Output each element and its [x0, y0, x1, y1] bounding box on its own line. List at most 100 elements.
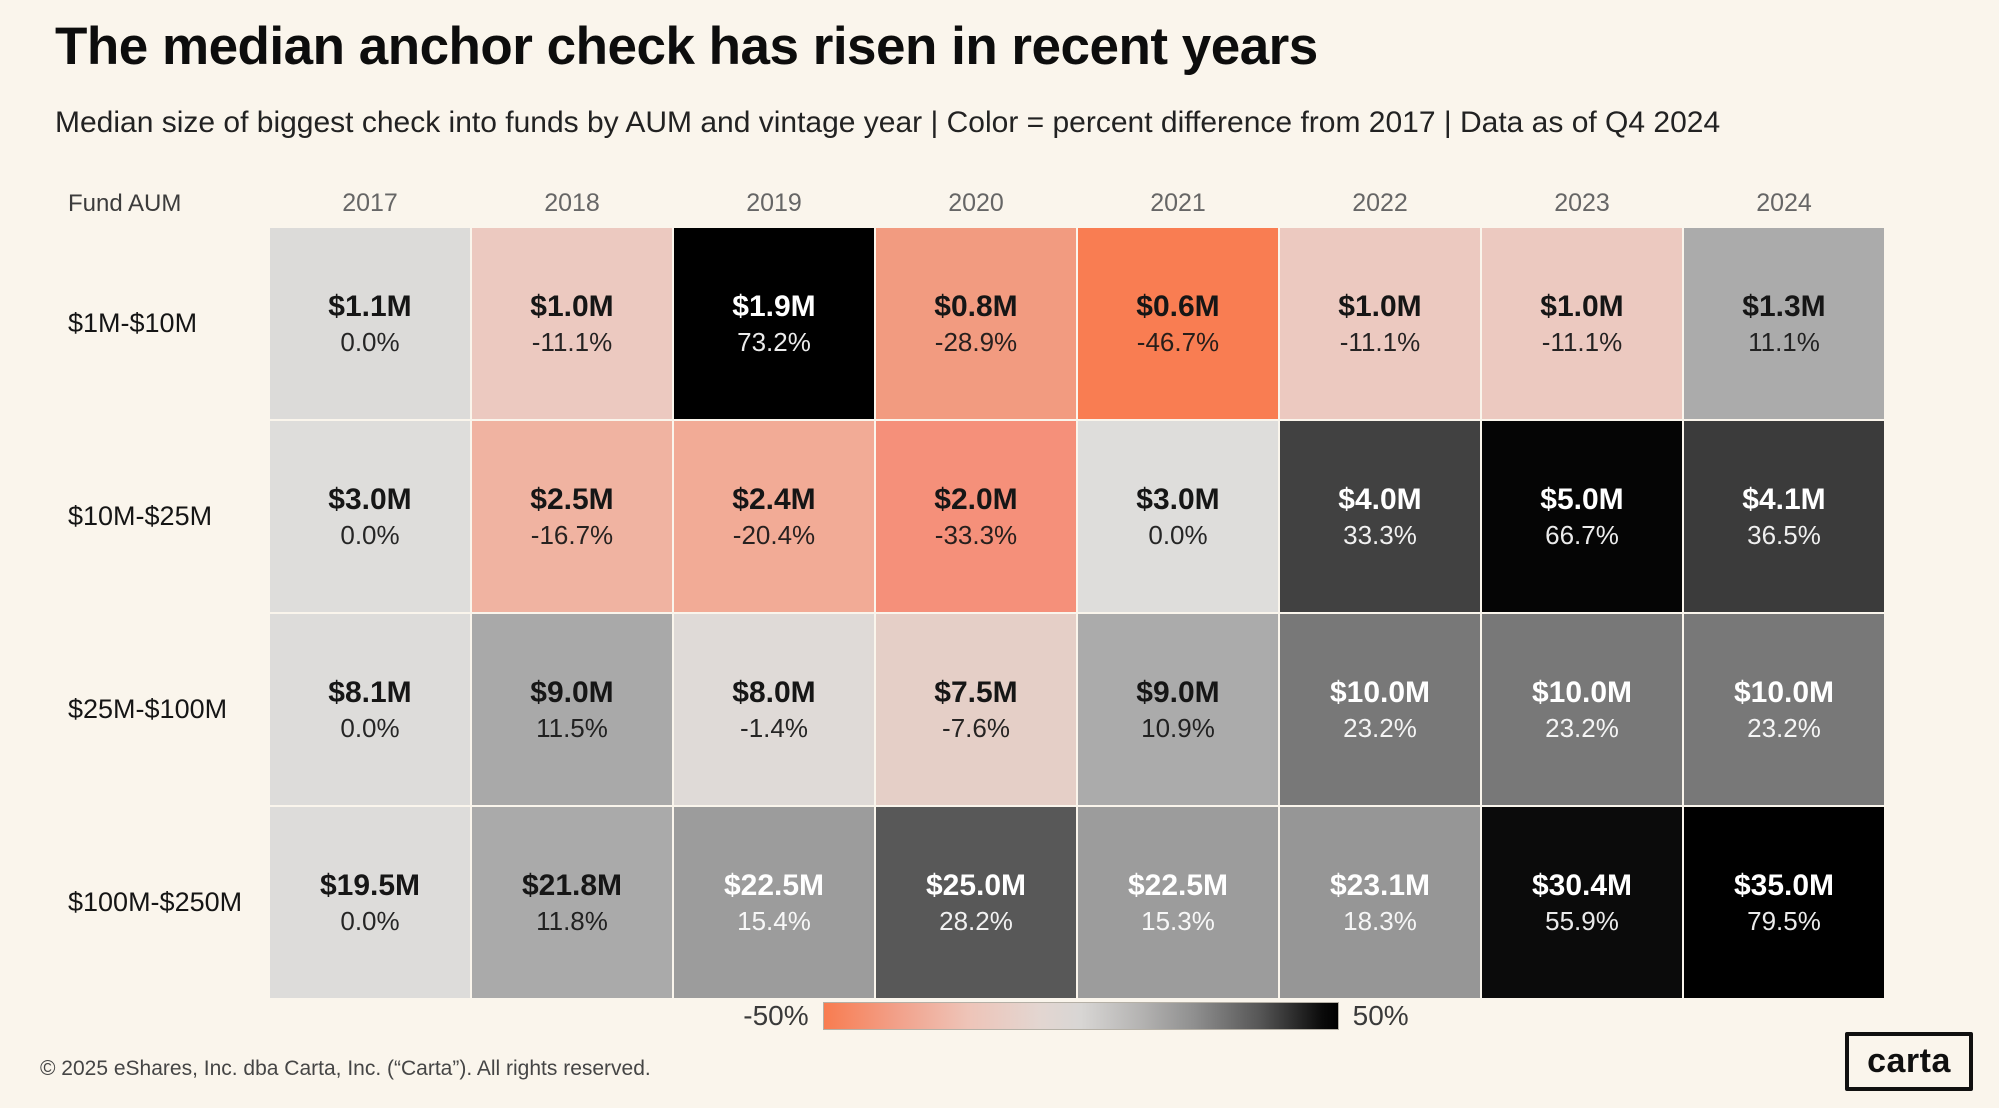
- cell-value: $4.0M: [1338, 483, 1422, 516]
- cell-percent: 0.0%: [1148, 520, 1208, 550]
- heatmap-cell-r2c5: $10.0M 23.2%: [1280, 614, 1480, 805]
- heatmap-cell-r3c0: $19.5M 0.0%: [270, 807, 470, 998]
- cell-value: $3.0M: [1136, 483, 1220, 516]
- heatmap: Fund AUM 2017 2018 2019 2020 2021 2022 2…: [68, 180, 1884, 998]
- cell-value: $1.0M: [1338, 290, 1422, 323]
- cell-percent: 23.2%: [1343, 713, 1417, 743]
- heatmap-cell-r2c7: $10.0M 23.2%: [1684, 614, 1884, 805]
- col-header-2020: 2020: [948, 189, 1004, 217]
- color-legend: -50% 50%: [268, 1000, 1884, 1032]
- cell-value: $10.0M: [1733, 676, 1835, 709]
- cell-value: $22.5M: [723, 869, 825, 902]
- heatmap-cell-r1c4: $3.0M 0.0%: [1078, 421, 1278, 612]
- cell-value: $1.0M: [1540, 290, 1624, 323]
- cell-value: $30.4M: [1531, 869, 1633, 902]
- cell-percent: -11.1%: [1541, 327, 1623, 357]
- cell-percent: 0.0%: [340, 327, 400, 357]
- row-label-100m-250m: $100M-$250M: [68, 887, 243, 917]
- legend-min-label: -50%: [743, 1000, 809, 1031]
- cell-percent: 79.5%: [1747, 906, 1821, 936]
- cell-value: $1.3M: [1742, 290, 1826, 323]
- cell-percent: 0.0%: [340, 520, 400, 550]
- cell-percent: 73.2%: [737, 327, 811, 357]
- col-header-2017: 2017: [342, 189, 398, 217]
- cell-percent: 36.5%: [1747, 520, 1821, 550]
- cell-value: $23.1M: [1329, 869, 1431, 902]
- cell-value: $1.9M: [732, 290, 816, 323]
- cell-value: $0.6M: [1136, 290, 1220, 323]
- cell-percent: -33.3%: [934, 520, 1018, 550]
- cell-value: $4.1M: [1742, 483, 1826, 516]
- carta-logo: carta: [1845, 1032, 1973, 1091]
- cell-value: $7.5M: [934, 676, 1018, 709]
- cell-percent: 15.3%: [1141, 906, 1215, 936]
- heatmap-cell-r3c2: $22.5M 15.4%: [674, 807, 874, 998]
- cell-value: $3.0M: [328, 483, 412, 516]
- heatmap-cell-r3c6: $30.4M 55.9%: [1482, 807, 1682, 998]
- cell-value: $9.0M: [1136, 676, 1220, 709]
- cell-percent: 55.9%: [1545, 906, 1619, 936]
- col-header-2023: 2023: [1554, 189, 1610, 217]
- cell-value: $21.8M: [521, 869, 623, 902]
- carta-logo-text: carta: [1867, 1042, 1951, 1080]
- cell-percent: 11.8%: [536, 906, 608, 936]
- heatmap-cell-r2c3: $7.5M -7.6%: [876, 614, 1076, 805]
- row-label-10m-25m: $10M-$25M: [68, 501, 213, 531]
- cell-value: $2.0M: [934, 483, 1018, 516]
- cell-percent: -28.9%: [934, 327, 1018, 357]
- cell-value: $35.0M: [1733, 869, 1835, 902]
- cell-value: $25.0M: [925, 869, 1027, 902]
- cell-value: $1.1M: [328, 290, 412, 323]
- cell-percent: 18.3%: [1343, 906, 1417, 936]
- heatmap-cell-r1c1: $2.5M -16.7%: [472, 421, 672, 612]
- heatmap-cell-r1c7: $4.1M 36.5%: [1684, 421, 1884, 612]
- heatmap-cell-r0c2: $1.9M 73.2%: [674, 228, 874, 419]
- cell-percent: -16.7%: [530, 520, 614, 550]
- cell-percent: -1.4%: [740, 713, 808, 743]
- heatmap-cell-r1c3: $2.0M -33.3%: [876, 421, 1076, 612]
- cell-percent: -7.6%: [942, 713, 1010, 743]
- cell-value: $10.0M: [1329, 676, 1431, 709]
- cell-percent: 11.1%: [1748, 327, 1820, 357]
- cell-value: $1.0M: [530, 290, 614, 323]
- cell-value: $0.8M: [934, 290, 1018, 323]
- heatmap-cell-r0c6: $1.0M -11.1%: [1482, 228, 1682, 419]
- heatmap-cell-r1c0: $3.0M 0.0%: [270, 421, 470, 612]
- footer-copyright: © 2025 eShares, Inc. dba Carta, Inc. (“C…: [40, 1057, 651, 1080]
- col-header-2019: 2019: [746, 189, 802, 217]
- legend-max-label: 50%: [1352, 1000, 1409, 1031]
- heatmap-cell-r3c4: $22.5M 15.3%: [1078, 807, 1278, 998]
- cell-value: $8.0M: [732, 676, 816, 709]
- corner-label: Fund AUM: [68, 190, 182, 217]
- cell-percent: -20.4%: [732, 520, 816, 550]
- cell-percent: 10.9%: [1141, 713, 1215, 743]
- cell-percent: 0.0%: [340, 713, 400, 743]
- cell-percent: 23.2%: [1747, 713, 1821, 743]
- cell-value: $2.4M: [732, 483, 816, 516]
- page-title: The median anchor check has risen in rec…: [55, 17, 1318, 76]
- heatmap-cell-r2c4: $9.0M 10.9%: [1078, 614, 1278, 805]
- cell-percent: 33.3%: [1343, 520, 1417, 550]
- heatmap-cell-r3c5: $23.1M 18.3%: [1280, 807, 1480, 998]
- cell-value: $8.1M: [328, 676, 412, 709]
- heatmap-cell-r0c1: $1.0M -11.1%: [472, 228, 672, 419]
- cell-percent: -11.1%: [1339, 327, 1421, 357]
- heatmap-cell-r2c2: $8.0M -1.4%: [674, 614, 874, 805]
- heatmap-cell-r0c4: $0.6M -46.7%: [1078, 228, 1278, 419]
- col-header-2022: 2022: [1352, 189, 1408, 217]
- cell-percent: 23.2%: [1545, 713, 1619, 743]
- cell-percent: 0.0%: [340, 906, 400, 936]
- cell-percent: -11.1%: [531, 327, 613, 357]
- cell-value: $19.5M: [319, 869, 421, 902]
- cell-percent: 66.7%: [1545, 520, 1619, 550]
- cell-value: $22.5M: [1127, 869, 1229, 902]
- legend-gradient-bar: [822, 1002, 1339, 1030]
- heatmap-cell-r3c1: $21.8M 11.8%: [472, 807, 672, 998]
- heatmap-cell-r1c5: $4.0M 33.3%: [1280, 421, 1480, 612]
- col-header-2024: 2024: [1756, 189, 1812, 217]
- heatmap-cell-r1c2: $2.4M -20.4%: [674, 421, 874, 612]
- heatmap-cell-r0c0: $1.1M 0.0%: [270, 228, 470, 419]
- heatmap-cell-r2c0: $8.1M 0.0%: [270, 614, 470, 805]
- heatmap-cell-r1c6: $5.0M 66.7%: [1482, 421, 1682, 612]
